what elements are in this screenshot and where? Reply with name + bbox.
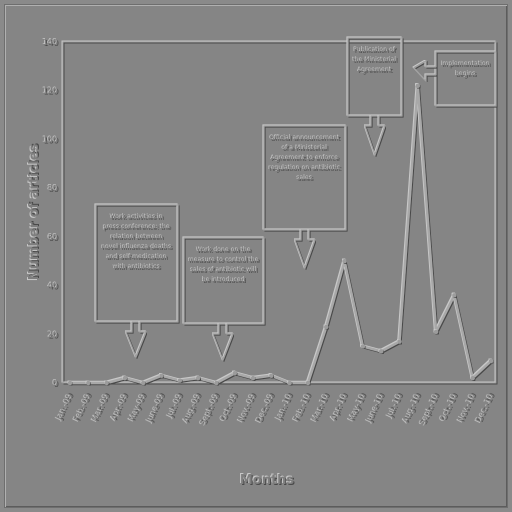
x-tick-label: Jan.-10 [274, 392, 294, 422]
annotation-arrow [364, 116, 386, 157]
data-point [470, 375, 475, 381]
annotation-box [183, 237, 265, 325]
x-tick-label: Apr.-09 [109, 392, 129, 422]
annotation-arrow [294, 230, 316, 270]
data-point [159, 373, 164, 378]
x-tick-label: May-10 [347, 392, 368, 423]
annotation-arrow [212, 324, 234, 362]
data-point [214, 380, 219, 386]
y-tick-label: 20 [48, 330, 58, 339]
y-tick-label: 120 [43, 87, 58, 96]
x-tick-labels: Jan.-09Feb.-09Mar.-09Apr.-09May-09June-0… [54, 392, 495, 426]
data-point [360, 344, 366, 349]
data-point [488, 358, 494, 364]
x-tick-label: Oct.-10 [439, 392, 460, 422]
annotation-box [435, 51, 497, 107]
grid-lines [62, 41, 497, 384]
annotation-box [347, 37, 403, 117]
x-tick-label: Dec.-09 [255, 392, 276, 424]
data-point [104, 380, 109, 386]
data-point [305, 380, 311, 386]
annotation-text: Work done on the measure to control the sa… [189, 247, 260, 284]
data-point [378, 349, 384, 354]
data-point [122, 375, 128, 381]
annotation-2: Official announcement of a Ministerial Agr… [263, 125, 347, 270]
data-point [452, 293, 457, 298]
data-point [287, 380, 292, 386]
data-point [141, 380, 146, 386]
data-point [86, 380, 91, 386]
y-tick-label: 0 [53, 379, 58, 388]
x-tick-label: May-09 [127, 392, 148, 423]
data-point [324, 324, 329, 330]
annotation-text: Publication of the Ministerial Agreement [353, 47, 397, 74]
annotation-box [263, 125, 347, 231]
annotation-3: Publication of the Ministerial Agreement [347, 37, 403, 157]
y-tick-label: 40 [48, 282, 58, 291]
annotation-1: Work done on the measure to control the sa… [183, 237, 265, 362]
series-line [70, 84, 492, 385]
data-point [232, 371, 237, 376]
data-point [195, 375, 201, 381]
x-tick-label: Dec.-10 [475, 392, 496, 424]
x-tick-label: Jul.-09 [165, 392, 184, 420]
chart-frame [4, 4, 508, 508]
data-point [433, 329, 439, 335]
annotation-arrow [125, 322, 147, 359]
annotation-arrow [413, 59, 436, 83]
x-tick-label: June-09 [145, 392, 166, 424]
x-axis-label: Months [240, 473, 295, 488]
y-tick-label: 60 [48, 233, 58, 242]
annotation-text: Work activities in press conference: the r… [102, 214, 172, 271]
data-point [250, 375, 256, 381]
data-point [67, 380, 73, 386]
y-axis-label: Number of articles [27, 144, 42, 281]
annotation-box [95, 204, 179, 323]
data-point [342, 259, 347, 264]
x-tick-label: June-10 [365, 392, 386, 424]
series-group [67, 83, 494, 386]
annotation-text: Official announcement of a Ministerial Agr… [269, 135, 342, 182]
data-point [177, 378, 183, 383]
y-tick-label: 140 [43, 38, 58, 47]
annotation-text: Implementation begins [441, 61, 490, 78]
x-tick-label: Apr.-10 [329, 392, 349, 422]
x-tick-label: Jan.-09 [54, 392, 74, 422]
data-point [269, 373, 274, 378]
x-tick-label: Jul.-10 [385, 392, 404, 420]
annotation-0: Work activities in press conference: the r… [95, 204, 179, 359]
data-point [397, 339, 402, 344]
y-tick-label: 80 [48, 184, 58, 193]
annotations: Work activities in press conference: the r… [95, 37, 497, 362]
y-tick-label: 100 [43, 135, 58, 144]
y-tick-labels: 0 20 40 60 80 100 120 140 [43, 38, 58, 388]
annotation-4: Implementation begins [413, 51, 497, 107]
x-tick-label: Oct.-09 [219, 392, 240, 422]
data-point [415, 83, 420, 89]
